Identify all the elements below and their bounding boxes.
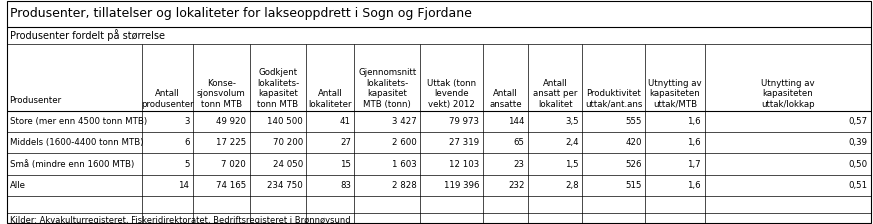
Text: 1,7: 1,7 <box>687 159 701 169</box>
Text: 12 103: 12 103 <box>449 159 479 169</box>
Text: Produsenter: Produsenter <box>10 96 62 105</box>
Text: 232: 232 <box>508 181 525 190</box>
Text: Produktivitet
uttak/ant.ans: Produktivitet uttak/ant.ans <box>585 89 643 109</box>
Text: 144: 144 <box>508 117 525 126</box>
Text: Utnytting av
kapasiteten
uttak/lokkap: Utnytting av kapasiteten uttak/lokkap <box>761 79 815 109</box>
Text: 27: 27 <box>340 138 351 147</box>
Text: 24 050: 24 050 <box>272 159 303 169</box>
Text: Alle: Alle <box>10 181 25 190</box>
Text: Antall
ansatt per
lokalitet: Antall ansatt per lokalitet <box>533 79 577 109</box>
Text: Middels (1600-4400 tonn MTB): Middels (1600-4400 tonn MTB) <box>10 138 143 147</box>
Text: 83: 83 <box>340 181 351 190</box>
Text: 3 427: 3 427 <box>392 117 416 126</box>
Text: Gjennomsnitt
lokalitets-
kapasitet
MTB (tonn): Gjennomsnitt lokalitets- kapasitet MTB (… <box>358 69 416 109</box>
Text: 555: 555 <box>625 117 642 126</box>
Text: 49 920: 49 920 <box>217 117 246 126</box>
Text: 6: 6 <box>184 138 189 147</box>
Text: 3,5: 3,5 <box>565 117 579 126</box>
Text: Konse-
sjonsvolum
tonn MTB: Konse- sjonsvolum tonn MTB <box>197 79 245 109</box>
Text: 0,57: 0,57 <box>849 117 868 126</box>
Text: 79 973: 79 973 <box>450 117 479 126</box>
Text: 41: 41 <box>340 117 351 126</box>
Text: 1,6: 1,6 <box>687 117 701 126</box>
Text: Kilder: Akvakulturregisteret, Fiskeridirektoratet, Bedriftsregisteret i Brønnøys: Kilder: Akvakulturregisteret, Fiskeridir… <box>10 215 350 224</box>
Text: Store (mer enn 4500 tonn MTB): Store (mer enn 4500 tonn MTB) <box>10 117 147 126</box>
Text: 2 828: 2 828 <box>392 181 416 190</box>
Text: 1,6: 1,6 <box>687 181 701 190</box>
Text: Små (mindre enn 1600 MTB): Små (mindre enn 1600 MTB) <box>10 159 134 169</box>
Text: Godkjent
lokalitets-
kapasitet
tonn MTB: Godkjent lokalitets- kapasitet tonn MTB <box>257 69 299 109</box>
Text: Produsenter fordelt på størrelse: Produsenter fordelt på størrelse <box>10 29 165 41</box>
Text: 0,51: 0,51 <box>849 181 868 190</box>
Text: 1,6: 1,6 <box>687 138 701 147</box>
Text: 526: 526 <box>625 159 642 169</box>
Text: Antall
ansatte: Antall ansatte <box>489 89 522 109</box>
Text: 14: 14 <box>178 181 189 190</box>
Text: 2,8: 2,8 <box>565 181 579 190</box>
Text: 70 200: 70 200 <box>272 138 303 147</box>
Text: 2,4: 2,4 <box>565 138 579 147</box>
Text: 23: 23 <box>513 159 525 169</box>
Text: Antall
produsenter: Antall produsenter <box>141 89 194 109</box>
Text: 140 500: 140 500 <box>267 117 303 126</box>
Text: Produsenter, tillatelser og lokaliteter for lakseoppdrett i Sogn og Fjordane: Produsenter, tillatelser og lokaliteter … <box>10 7 471 21</box>
Text: 3: 3 <box>184 117 189 126</box>
Text: 5: 5 <box>184 159 189 169</box>
Text: 65: 65 <box>513 138 525 147</box>
Text: 27 319: 27 319 <box>449 138 479 147</box>
Text: 515: 515 <box>625 181 642 190</box>
Text: 0,50: 0,50 <box>849 159 868 169</box>
Text: 74 165: 74 165 <box>216 181 246 190</box>
Text: 15: 15 <box>340 159 351 169</box>
Text: 119 396: 119 396 <box>443 181 479 190</box>
Text: 1,5: 1,5 <box>565 159 579 169</box>
Text: Utnytting av
kapasiteten
uttak/MTB: Utnytting av kapasiteten uttak/MTB <box>648 79 702 109</box>
Text: 234 750: 234 750 <box>267 181 303 190</box>
Text: 7 020: 7 020 <box>222 159 246 169</box>
Text: 1 603: 1 603 <box>392 159 416 169</box>
Text: 0,39: 0,39 <box>849 138 868 147</box>
Text: 2 600: 2 600 <box>392 138 416 147</box>
Text: 17 225: 17 225 <box>216 138 246 147</box>
Text: Uttak (tonn
levende
vekt) 2012: Uttak (tonn levende vekt) 2012 <box>427 79 476 109</box>
Text: 420: 420 <box>625 138 642 147</box>
Text: Antall
lokaliteter: Antall lokaliteter <box>309 89 352 109</box>
